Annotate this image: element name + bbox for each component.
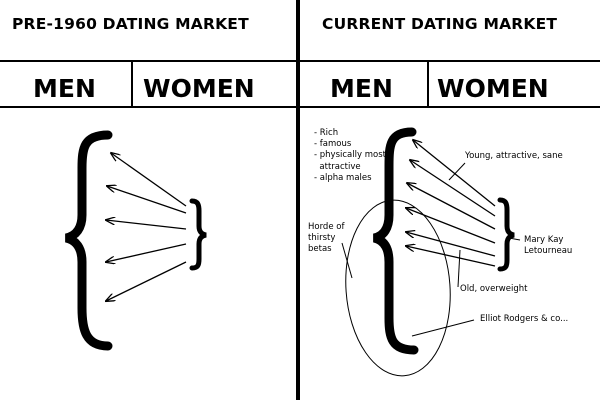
right-arrow-1	[413, 140, 496, 207]
left-men-label: MEN	[33, 74, 96, 103]
right-women-label: WOMEN	[437, 74, 549, 103]
trait-item: - alpha males	[314, 172, 372, 183]
panel-divider	[296, 0, 300, 400]
horde-pointer	[341, 242, 353, 279]
right-header-rule	[300, 60, 600, 62]
right-panel: CURRENT DATING MARKET MEN WOMEN	[300, 0, 600, 400]
left-arrow-5	[106, 261, 187, 301]
left-arrow-2	[107, 186, 187, 214]
left-columns-rule	[0, 106, 296, 108]
old-label: Old, overweight	[460, 284, 528, 294]
horde-label-line: thirsty	[308, 233, 336, 243]
right-arrow-2	[410, 160, 496, 217]
elliot-pointer	[411, 319, 475, 337]
mary-label: Mary Kay Letourneau	[524, 235, 572, 257]
right-men-brace	[372, 127, 419, 355]
elliot-label: Elliot Rodgers & co...	[480, 314, 569, 324]
left-arrow-4	[106, 243, 187, 262]
top-men-traits: - Rich - famous - physically most attrac…	[314, 128, 386, 184]
right-column-divider	[427, 62, 429, 106]
mary-label-line: Mary Kay	[524, 235, 564, 245]
left-arrow-3	[106, 220, 187, 230]
left-women-brace	[189, 198, 207, 271]
right-arrow-6	[406, 246, 496, 267]
trait-item: - physically most	[314, 150, 386, 161]
left-women-label: WOMEN	[143, 74, 255, 103]
mary-pointer	[508, 237, 521, 241]
right-columns-rule	[300, 106, 600, 108]
young-label: Young, attractive, sane	[465, 151, 563, 161]
horde-label: Horde of thirsty betas	[308, 222, 344, 255]
left-header-rule	[0, 60, 296, 62]
horde-label-line: betas	[308, 244, 332, 254]
right-arrow-3	[407, 183, 496, 230]
trait-item: - famous	[314, 139, 352, 150]
horde-ellipse	[345, 199, 451, 377]
horde-label-line: Horde of	[308, 222, 345, 232]
young-pointer	[448, 162, 466, 181]
old-pointer	[457, 249, 461, 288]
right-arrows	[406, 140, 496, 267]
right-women-brace	[497, 197, 515, 272]
left-panel: PRE-1960 DATING MARKET MEN WOMEN	[0, 0, 296, 400]
mary-label-line: Letourneau	[524, 246, 573, 256]
right-arrow-4	[406, 208, 496, 244]
right-arrow-5	[406, 232, 496, 257]
left-panel-title: PRE-1960 DATING MARKET	[12, 15, 249, 33]
pointer-lines	[341, 162, 521, 337]
left-arrows	[106, 153, 187, 301]
left-arrow-1	[111, 153, 187, 207]
trait-item: attractive	[314, 161, 361, 172]
right-panel-title: CURRENT DATING MARKET	[322, 15, 558, 33]
trait-item: - Rich	[314, 128, 339, 138]
right-men-label: MEN	[330, 74, 393, 103]
left-column-divider	[131, 62, 133, 106]
left-men-brace	[64, 130, 113, 351]
